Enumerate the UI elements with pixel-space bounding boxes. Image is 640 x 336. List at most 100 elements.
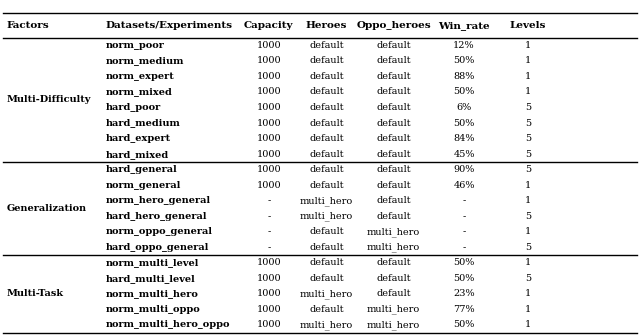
Text: default: default [309, 181, 344, 190]
Text: default: default [309, 103, 344, 112]
Text: default: default [376, 165, 411, 174]
Text: hard_hero_general: hard_hero_general [106, 212, 207, 221]
Text: 1000: 1000 [257, 165, 281, 174]
Text: Heroes: Heroes [306, 21, 347, 30]
Text: 46%: 46% [453, 181, 475, 190]
Text: default: default [376, 119, 411, 128]
Text: 1000: 1000 [257, 87, 281, 96]
Text: 1000: 1000 [257, 103, 281, 112]
Text: -: - [267, 196, 271, 205]
Text: 1000: 1000 [257, 119, 281, 128]
Text: default: default [376, 258, 411, 267]
Text: 1000: 1000 [257, 150, 281, 159]
Text: 1000: 1000 [257, 181, 281, 190]
Text: default: default [309, 41, 344, 50]
Text: default: default [309, 150, 344, 159]
Text: default: default [376, 274, 411, 283]
Text: 1: 1 [525, 258, 531, 267]
Text: default: default [376, 196, 411, 205]
Text: norm_poor: norm_poor [106, 41, 164, 50]
Text: 1: 1 [525, 289, 531, 298]
Text: 1000: 1000 [257, 305, 281, 314]
Text: 45%: 45% [453, 150, 475, 159]
Text: default: default [309, 227, 344, 236]
Text: -: - [267, 243, 271, 252]
Text: default: default [309, 119, 344, 128]
Text: default: default [376, 103, 411, 112]
Text: default: default [309, 305, 344, 314]
Text: 1000: 1000 [257, 72, 281, 81]
Text: hard_expert: hard_expert [106, 134, 171, 143]
Text: 1: 1 [525, 87, 531, 96]
Text: multi_hero: multi_hero [300, 320, 353, 330]
Text: 77%: 77% [453, 305, 475, 314]
Text: 6%: 6% [456, 103, 472, 112]
Text: 5: 5 [525, 119, 531, 128]
Text: 50%: 50% [453, 56, 475, 66]
Text: 1000: 1000 [257, 321, 281, 329]
Text: default: default [376, 289, 411, 298]
Text: default: default [376, 212, 411, 221]
Text: default: default [376, 150, 411, 159]
Text: 50%: 50% [453, 258, 475, 267]
Text: 84%: 84% [453, 134, 475, 143]
Text: 50%: 50% [453, 87, 475, 96]
Text: -: - [462, 196, 466, 205]
Text: multi_hero: multi_hero [367, 242, 420, 252]
Text: norm_mixed: norm_mixed [106, 87, 172, 96]
Text: Factors: Factors [6, 21, 49, 30]
Text: Multi-Difficulty: Multi-Difficulty [6, 95, 91, 104]
Text: 5: 5 [525, 212, 531, 221]
Text: hard_medium: hard_medium [106, 119, 180, 128]
Text: Generalization: Generalization [6, 204, 86, 213]
Text: default: default [376, 72, 411, 81]
Text: -: - [267, 212, 271, 221]
Text: default: default [376, 134, 411, 143]
Text: norm_hero_general: norm_hero_general [106, 196, 211, 205]
Text: norm_multi_level: norm_multi_level [106, 258, 199, 267]
Text: norm_multi_hero_oppo: norm_multi_hero_oppo [106, 321, 230, 329]
Text: 12%: 12% [453, 41, 475, 50]
Text: Multi-Task: Multi-Task [6, 289, 63, 298]
Text: 1: 1 [525, 196, 531, 205]
Text: Levels: Levels [510, 21, 546, 30]
Text: 23%: 23% [453, 289, 475, 298]
Text: 1000: 1000 [257, 41, 281, 50]
Text: 5: 5 [525, 103, 531, 112]
Text: 90%: 90% [453, 165, 475, 174]
Text: norm_general: norm_general [106, 181, 181, 190]
Text: default: default [376, 56, 411, 66]
Text: -: - [462, 243, 466, 252]
Text: Capacity: Capacity [244, 21, 294, 30]
Text: 1: 1 [525, 72, 531, 81]
Text: multi_hero: multi_hero [300, 211, 353, 221]
Text: 1000: 1000 [257, 258, 281, 267]
Text: -: - [462, 227, 466, 236]
Text: norm_medium: norm_medium [106, 56, 184, 66]
Text: default: default [309, 274, 344, 283]
Text: default: default [309, 87, 344, 96]
Text: norm_expert: norm_expert [106, 72, 174, 81]
Text: default: default [309, 243, 344, 252]
Text: 5: 5 [525, 150, 531, 159]
Text: multi_hero: multi_hero [300, 196, 353, 206]
Text: 1000: 1000 [257, 274, 281, 283]
Text: Datasets/Experiments: Datasets/Experiments [106, 21, 232, 30]
Text: norm_multi_hero: norm_multi_hero [106, 289, 198, 298]
Text: 50%: 50% [453, 321, 475, 329]
Text: default: default [309, 56, 344, 66]
Text: 5: 5 [525, 274, 531, 283]
Text: 1: 1 [525, 321, 531, 329]
Text: 1: 1 [525, 181, 531, 190]
Text: 1: 1 [525, 56, 531, 66]
Text: -: - [462, 212, 466, 221]
Text: hard_general: hard_general [106, 165, 177, 174]
Text: 1: 1 [525, 305, 531, 314]
Text: default: default [309, 258, 344, 267]
Text: hard_mixed: hard_mixed [106, 150, 169, 159]
Text: default: default [376, 41, 411, 50]
Text: 1000: 1000 [257, 56, 281, 66]
Text: default: default [309, 134, 344, 143]
Text: Win_rate: Win_rate [438, 21, 490, 30]
Text: 5: 5 [525, 243, 531, 252]
